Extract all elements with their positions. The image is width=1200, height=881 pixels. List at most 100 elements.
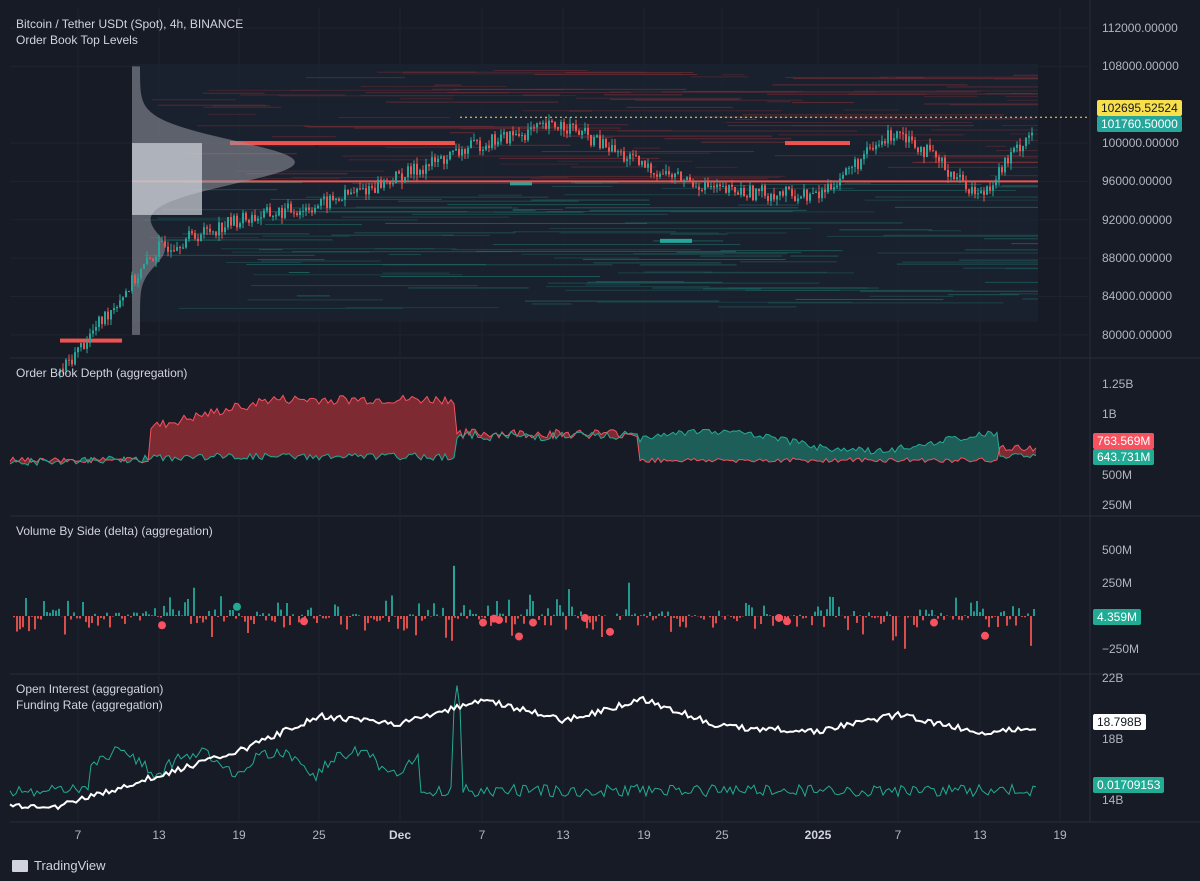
order-book-level [1005,268,1038,270]
order-book-level [916,161,1038,163]
price-tick-label: 88000.00000 [1102,251,1173,266]
volume-bar [436,614,438,616]
depth-fill [250,402,253,460]
depth-fill [421,399,424,460]
candle-body [227,217,229,228]
volume-bar [448,616,450,620]
candle-body [473,140,475,142]
depth-fill [406,399,409,459]
volume-bar [541,614,543,616]
depth-fill [892,447,895,461]
candle-body [860,159,862,169]
depth-fill [322,398,325,457]
order-book-level [1009,133,1038,135]
candle-body [878,144,880,146]
volume-bar [88,616,90,628]
order-book-level [565,72,694,74]
candle-body [149,257,151,259]
depth-fill [178,420,181,461]
order-book-level [854,90,982,92]
volume-bar [979,612,981,616]
order-book-level [186,182,302,184]
volume-bar [94,613,96,616]
volume-bar [394,616,396,617]
volume-spike-dot [300,617,308,626]
order-book-level [447,204,651,206]
order-book-level [732,185,753,187]
candle-body [992,185,994,191]
volume-bar [922,616,924,621]
order-book-level [843,109,900,111]
order-book-level [633,253,788,255]
order-book-level [949,104,1038,106]
depth-fill [310,398,313,459]
depth-fill [331,399,334,459]
candle-body [377,179,379,193]
candle-body [260,217,262,219]
volume-bar [970,602,972,616]
order-book-level [947,294,1020,296]
order-book-level [999,293,1038,295]
order-book-level [585,284,641,286]
depth-fill [685,431,688,461]
order-book-level [512,208,563,210]
order-book-level [143,219,418,221]
volume-bar [403,616,405,631]
depth-fill [712,431,715,462]
volume-bar [517,616,519,619]
volume-bar [736,616,738,622]
order-book-level [306,196,549,198]
volume-bar [1030,616,1032,646]
candle-body [119,300,121,308]
candle-body [170,250,172,252]
oi-pane-title: Open Interest (aggregation) [16,682,164,696]
order-book-level [633,147,660,149]
depth-fill [769,434,772,463]
volume-bar [730,616,732,618]
candle-body [188,231,190,239]
candle-body [986,186,988,195]
tradingview-footer[interactable]: TradingView [12,858,106,873]
depth-fill [376,398,379,460]
volume-bar [154,608,156,616]
candle-body [647,163,649,168]
depth-fill [199,415,202,455]
candle-body [590,134,592,146]
volume-bar [880,616,882,624]
volume-bar [178,610,180,616]
order-book-level [959,259,1038,261]
depth-fill [448,399,451,460]
candle-body [134,275,136,284]
order-book-level [207,113,257,115]
depth-fill [160,420,163,461]
volume-bar [1021,616,1023,617]
order-book-level [762,183,982,185]
volume-bar [466,616,468,619]
candle-body [824,189,826,193]
candle-body [998,167,1000,180]
candle-body [518,133,520,136]
volume-bar [73,612,75,616]
candle-body [68,359,70,361]
volume-bar [526,609,528,616]
depth-fill [826,447,829,463]
candle-body [746,196,748,198]
depth-fill [286,401,289,455]
volume-bar [142,613,144,616]
candle-body [680,171,682,182]
candle-body [848,167,850,169]
depth-tick-label: 500M [1102,467,1133,482]
volume-bar [262,613,264,616]
order-book-level [524,300,720,302]
candle-body [350,192,352,195]
volume-bar [340,616,342,625]
candle-body [71,359,73,365]
candle-body [431,157,433,167]
volume-bar [475,614,477,616]
volume-bar [442,607,444,616]
candle-body [827,184,829,193]
candle-body [581,131,583,135]
volume-bar [682,616,684,622]
order-book-level [869,295,954,297]
